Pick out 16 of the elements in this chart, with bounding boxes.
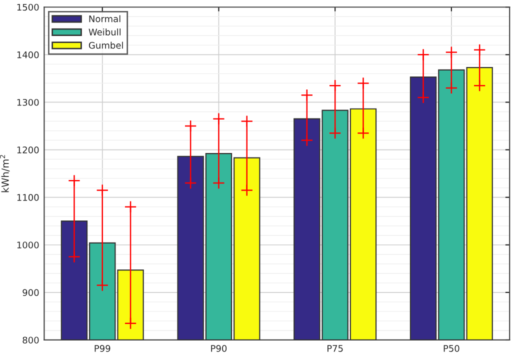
y-tick-label: 1500 (17, 4, 39, 11)
y-tick-label: 1000 (17, 242, 39, 248)
x-tick-label: P99 (94, 345, 110, 352)
legend-label: Weibull (88, 28, 121, 36)
y-tick-label: 800 (22, 336, 39, 344)
legend-label: Gumbel (88, 42, 123, 49)
legend-label: Normal (89, 15, 120, 22)
y-tick-label: 1400 (17, 51, 39, 58)
y-tick-label: 1200 (17, 146, 39, 154)
y-axis-title: kWh/m$^{2}$ (0, 155, 10, 192)
y-tick-label: 1100 (17, 194, 39, 201)
x-tick-label: P50 (444, 345, 460, 352)
x-tick-label: P75 (327, 345, 343, 352)
y-tick-label: 1300 (17, 98, 39, 106)
y-tick-label: 900 (22, 289, 39, 296)
x-tick-label: P90 (211, 345, 227, 352)
